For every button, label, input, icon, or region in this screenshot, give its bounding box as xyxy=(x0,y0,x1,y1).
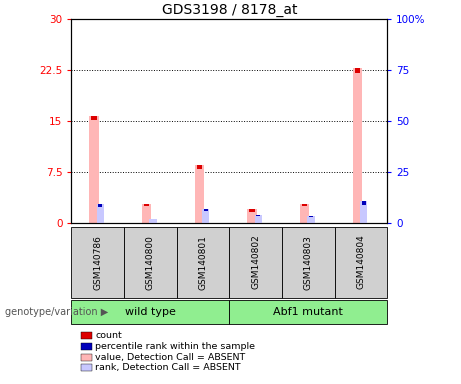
Bar xyxy=(89,116,99,223)
Bar xyxy=(353,68,362,223)
Text: genotype/variation ▶: genotype/variation ▶ xyxy=(5,307,108,317)
Bar xyxy=(144,204,149,207)
Bar xyxy=(361,201,366,205)
Bar xyxy=(355,68,360,73)
Bar xyxy=(309,216,313,217)
Bar xyxy=(149,218,157,223)
Text: percentile rank within the sample: percentile rank within the sample xyxy=(95,342,255,351)
Bar xyxy=(98,204,102,207)
Text: value, Detection Call = ABSENT: value, Detection Call = ABSENT xyxy=(95,353,246,362)
Bar xyxy=(335,227,387,298)
Bar xyxy=(204,210,208,212)
Bar xyxy=(254,215,262,223)
Text: rank, Detection Call = ABSENT: rank, Detection Call = ABSENT xyxy=(95,363,241,372)
Bar xyxy=(91,116,97,120)
Bar xyxy=(71,227,124,298)
Bar xyxy=(249,209,254,212)
Bar xyxy=(142,204,152,223)
Text: wild type: wild type xyxy=(125,307,176,317)
Text: GSM140786: GSM140786 xyxy=(93,235,102,290)
Bar xyxy=(97,204,104,223)
Text: Abf1 mutant: Abf1 mutant xyxy=(273,307,343,317)
Text: GSM140803: GSM140803 xyxy=(304,235,313,290)
Text: GSM140802: GSM140802 xyxy=(251,235,260,290)
Bar xyxy=(307,216,314,223)
Bar xyxy=(177,227,229,298)
Bar xyxy=(247,209,257,223)
Text: GSM140801: GSM140801 xyxy=(199,235,207,290)
Bar xyxy=(124,227,177,298)
Title: GDS3198 / 8178_at: GDS3198 / 8178_at xyxy=(162,3,297,17)
Bar xyxy=(202,210,209,223)
Bar xyxy=(71,300,229,324)
Bar xyxy=(302,204,307,207)
Bar xyxy=(229,227,282,298)
Text: count: count xyxy=(95,331,122,340)
Bar xyxy=(195,165,204,223)
Bar xyxy=(300,204,309,223)
Text: GSM140804: GSM140804 xyxy=(356,235,366,290)
Bar xyxy=(197,165,202,169)
Bar xyxy=(360,201,367,223)
Bar xyxy=(282,227,335,298)
Bar xyxy=(256,215,260,216)
Text: GSM140800: GSM140800 xyxy=(146,235,155,290)
Bar xyxy=(229,300,387,324)
Bar xyxy=(151,218,155,219)
